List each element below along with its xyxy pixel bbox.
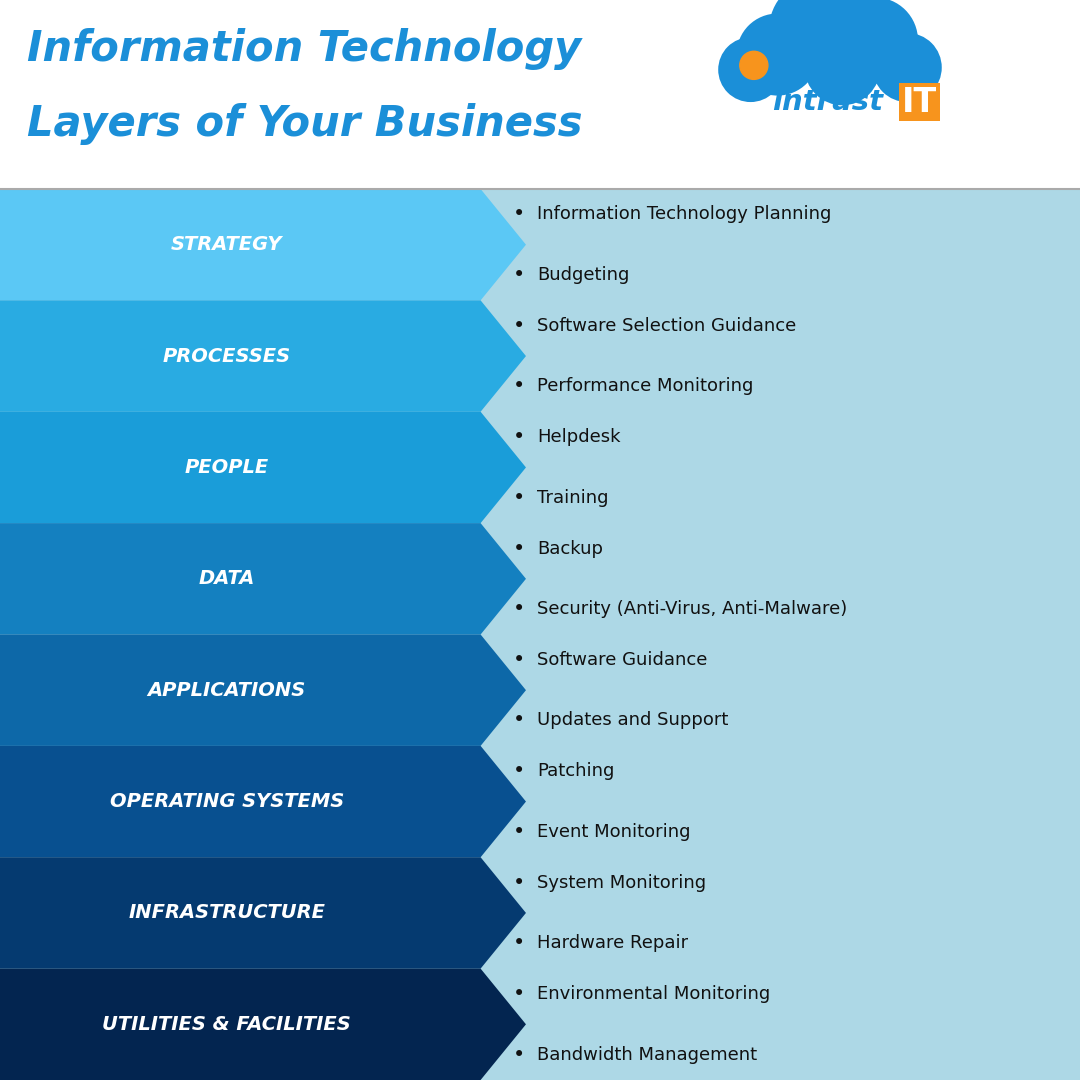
Text: Training: Training <box>537 488 608 507</box>
Text: DATA: DATA <box>199 569 255 589</box>
Text: Event Monitoring: Event Monitoring <box>537 823 690 841</box>
Text: Helpdesk: Helpdesk <box>537 428 620 446</box>
Text: Bandwidth Management: Bandwidth Management <box>537 1045 757 1064</box>
Text: •: • <box>513 984 525 1004</box>
Polygon shape <box>0 523 526 634</box>
Text: Information Technology Planning: Information Technology Planning <box>537 205 832 224</box>
Text: Information Technology: Information Technology <box>27 28 581 69</box>
Text: APPLICATIONS: APPLICATIONS <box>148 680 306 700</box>
Text: •: • <box>513 599 525 619</box>
Text: PEOPLE: PEOPLE <box>185 458 269 477</box>
Text: Software Guidance: Software Guidance <box>537 651 707 669</box>
Polygon shape <box>0 969 526 1080</box>
Text: •: • <box>513 539 525 558</box>
Text: IT: IT <box>902 85 937 119</box>
Text: Layers of Your Business: Layers of Your Business <box>27 104 582 145</box>
Ellipse shape <box>769 0 873 82</box>
Text: Budgeting: Budgeting <box>537 266 630 284</box>
Polygon shape <box>0 858 526 969</box>
Text: System Monitoring: System Monitoring <box>537 874 706 892</box>
Text: •: • <box>513 822 525 841</box>
Text: OPERATING SYSTEMS: OPERATING SYSTEMS <box>110 792 343 811</box>
Ellipse shape <box>832 0 918 84</box>
Ellipse shape <box>737 13 819 95</box>
Text: •: • <box>513 650 525 670</box>
Text: Security (Anti-Virus, Anti-Malware): Security (Anti-Virus, Anti-Malware) <box>537 600 847 618</box>
Text: Backup: Backup <box>537 540 603 557</box>
Polygon shape <box>0 634 526 746</box>
Text: •: • <box>513 428 525 447</box>
Bar <box>0 0 1080 189</box>
Text: Performance Monitoring: Performance Monitoring <box>537 377 753 395</box>
Text: Updates and Support: Updates and Support <box>537 712 728 729</box>
Polygon shape <box>0 746 526 858</box>
Text: •: • <box>513 933 525 954</box>
Text: •: • <box>513 873 525 893</box>
Text: intrust: intrust <box>772 89 883 116</box>
Polygon shape <box>0 411 526 523</box>
Text: •: • <box>513 315 525 336</box>
Bar <box>0 189 1080 1080</box>
Ellipse shape <box>718 37 783 102</box>
Text: Environmental Monitoring: Environmental Monitoring <box>537 985 770 1003</box>
Text: •: • <box>513 376 525 396</box>
Ellipse shape <box>873 32 942 102</box>
Text: •: • <box>513 711 525 730</box>
Text: •: • <box>513 488 525 508</box>
Text: Patching: Patching <box>537 762 615 781</box>
Text: •: • <box>513 265 525 285</box>
Text: STRATEGY: STRATEGY <box>171 235 283 254</box>
Text: •: • <box>513 761 525 781</box>
Text: Hardware Repair: Hardware Repair <box>537 934 688 953</box>
Circle shape <box>740 51 768 80</box>
Text: PROCESSES: PROCESSES <box>163 347 291 365</box>
Text: •: • <box>513 1044 525 1065</box>
Text: Software Selection Guidance: Software Selection Guidance <box>537 316 796 335</box>
Polygon shape <box>0 189 526 300</box>
Text: INFRASTRUCTURE: INFRASTRUCTURE <box>129 904 325 922</box>
Ellipse shape <box>805 29 880 106</box>
Polygon shape <box>0 300 526 411</box>
Text: •: • <box>513 204 525 225</box>
Text: UTILITIES & FACILITIES: UTILITIES & FACILITIES <box>103 1015 351 1034</box>
